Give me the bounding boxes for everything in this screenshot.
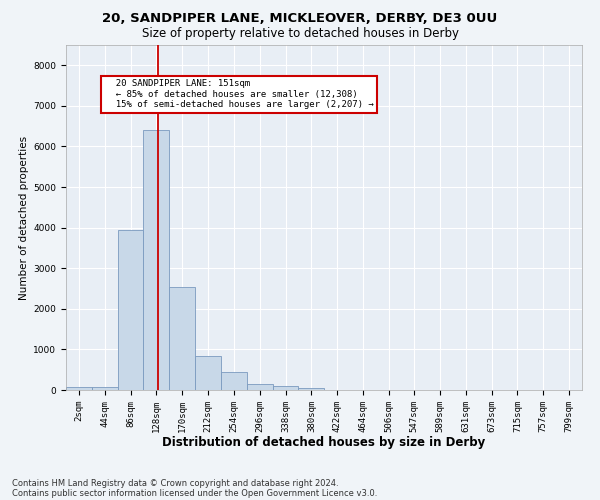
Y-axis label: Number of detached properties: Number of detached properties [19, 136, 29, 300]
Bar [298, 388, 325, 390]
Text: 20, SANDPIPER LANE, MICKLEOVER, DERBY, DE3 0UU: 20, SANDPIPER LANE, MICKLEOVER, DERBY, D… [103, 12, 497, 26]
Bar [118, 230, 143, 390]
Text: Contains HM Land Registry data © Crown copyright and database right 2024.: Contains HM Land Registry data © Crown c… [12, 478, 338, 488]
Bar [221, 372, 247, 390]
Bar [195, 356, 221, 390]
Bar [247, 384, 272, 390]
Text: 20 SANDPIPER LANE: 151sqm
  ← 85% of detached houses are smaller (12,308)
  15% : 20 SANDPIPER LANE: 151sqm ← 85% of detac… [105, 80, 373, 110]
Bar [169, 286, 195, 390]
Bar [66, 387, 92, 390]
X-axis label: Distribution of detached houses by size in Derby: Distribution of detached houses by size … [163, 436, 485, 449]
Bar [143, 130, 169, 390]
Text: Size of property relative to detached houses in Derby: Size of property relative to detached ho… [142, 28, 458, 40]
Text: Contains public sector information licensed under the Open Government Licence v3: Contains public sector information licen… [12, 488, 377, 498]
Bar [272, 386, 298, 390]
Bar [92, 387, 118, 390]
